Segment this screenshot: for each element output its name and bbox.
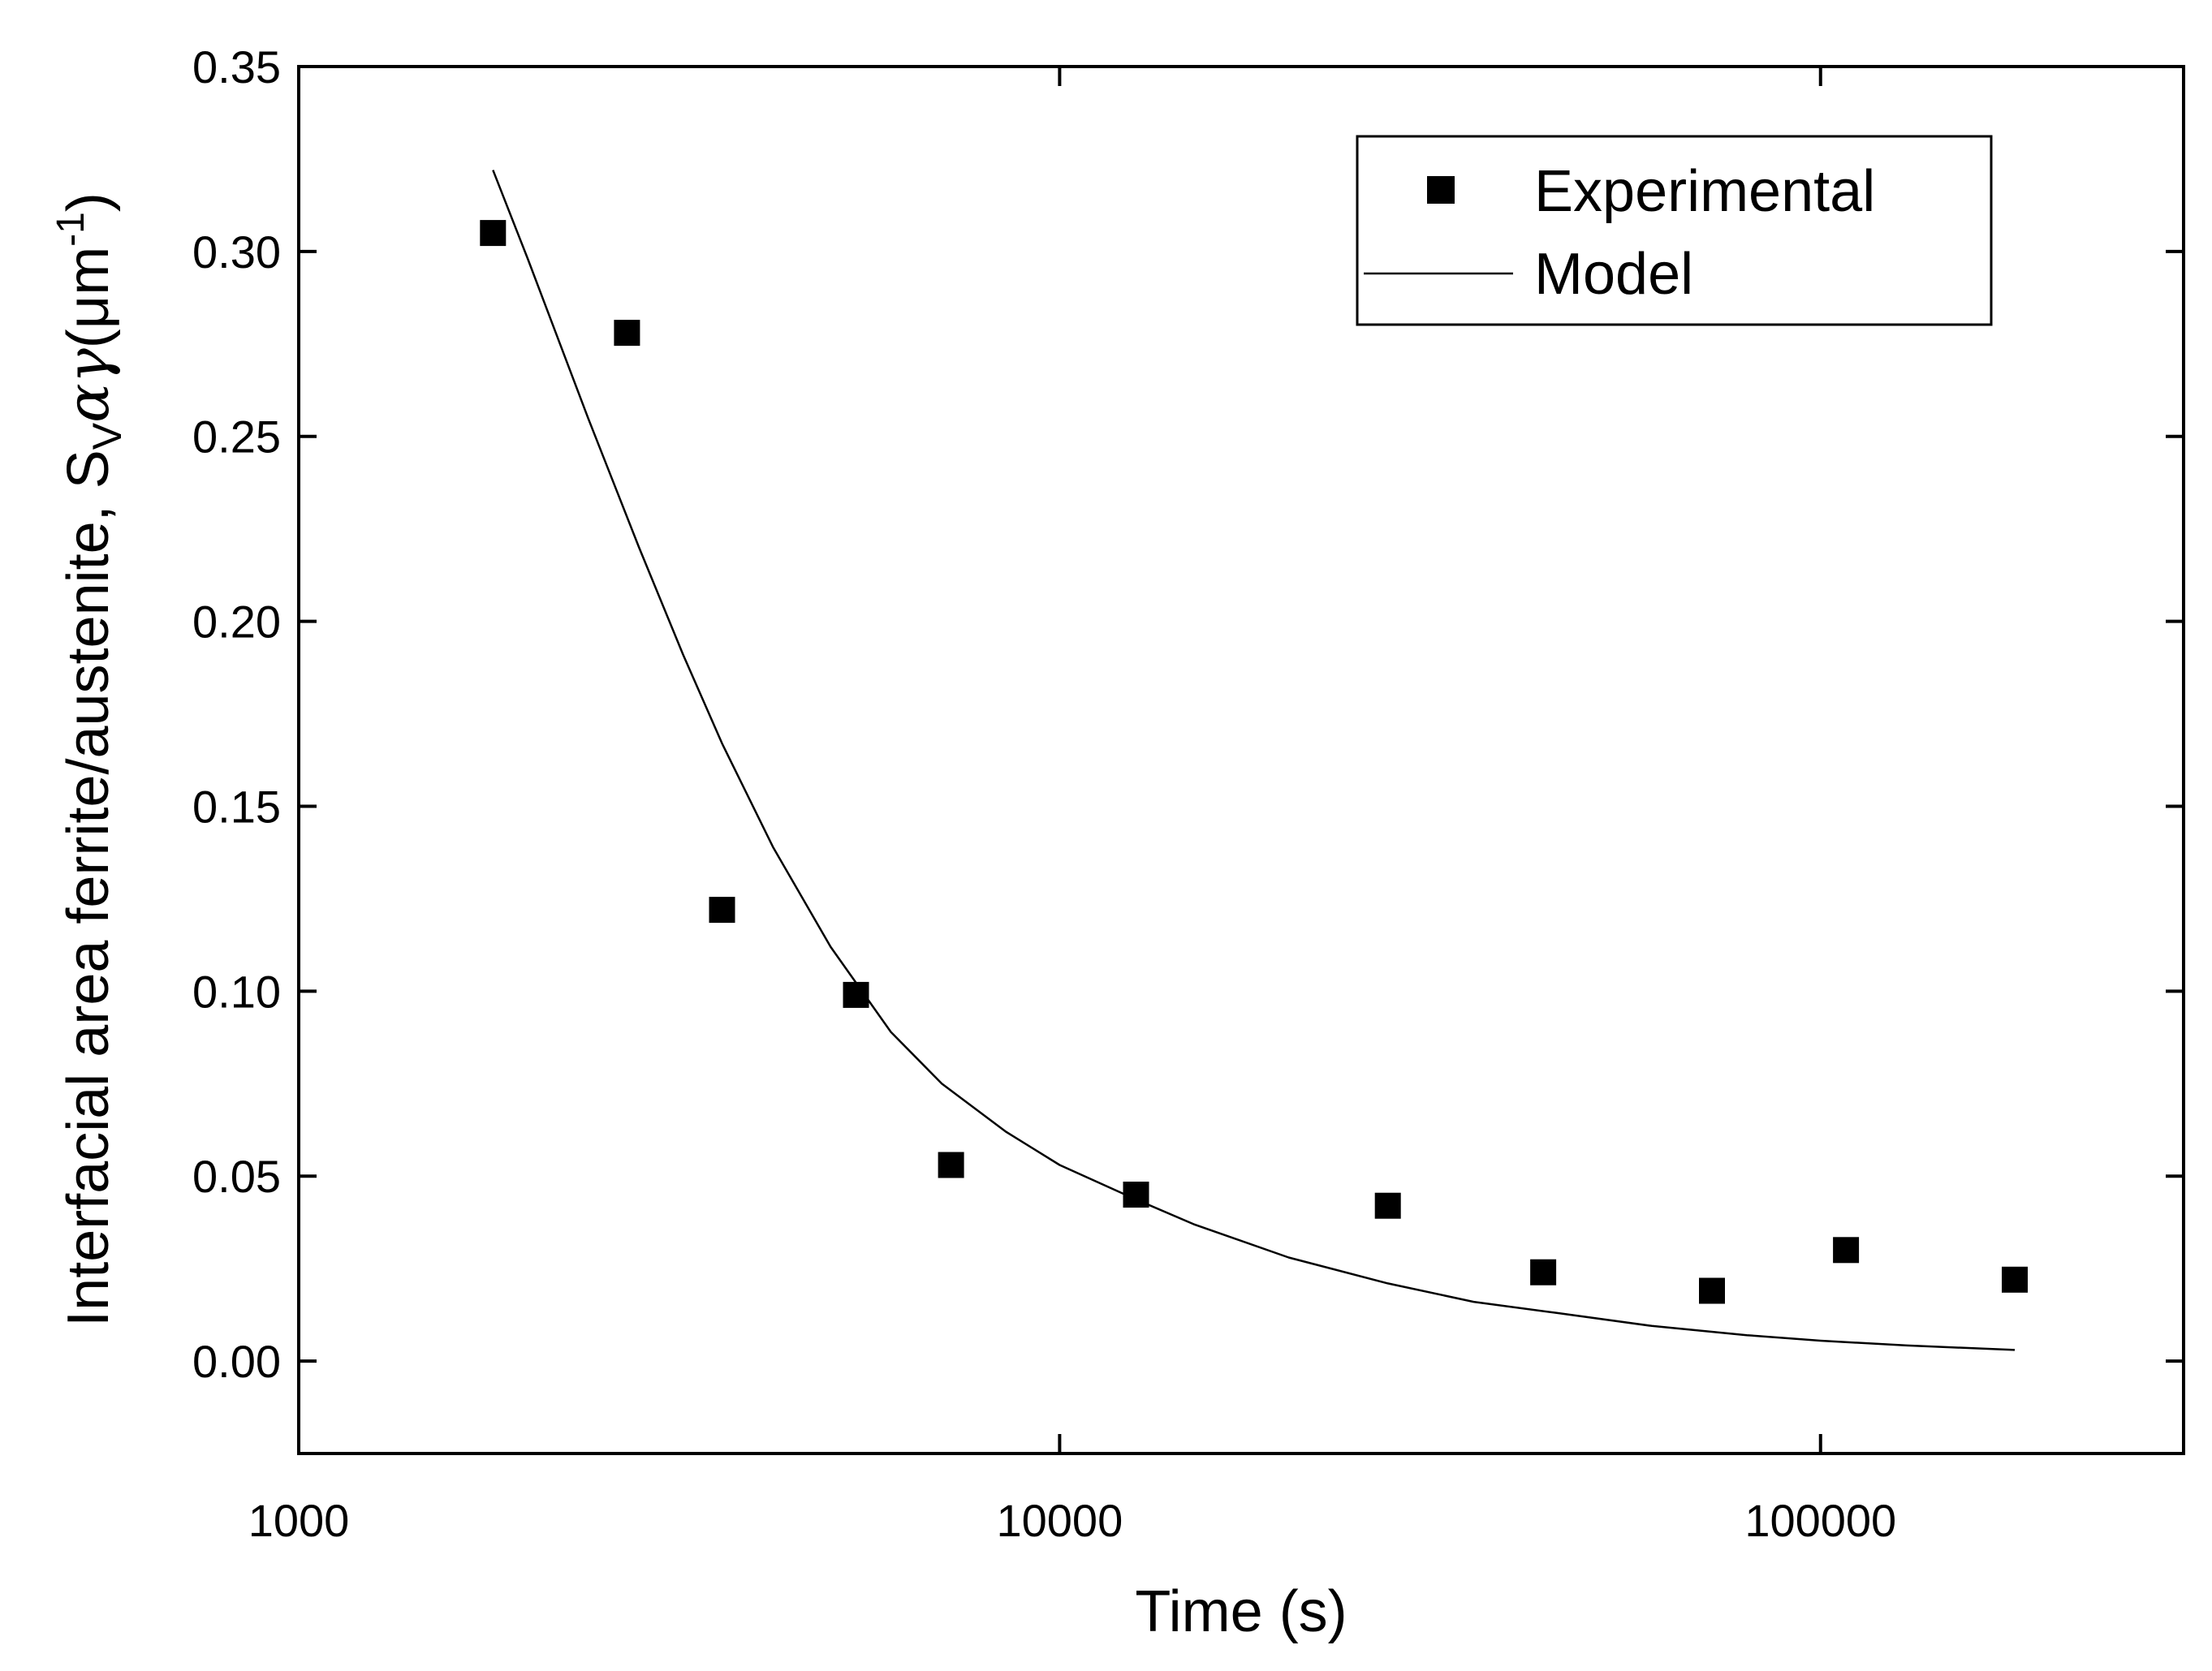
experimental-point xyxy=(843,981,869,1008)
y-axis-title-greek: αγ xyxy=(54,347,122,423)
y-tick-label: 0.10 xyxy=(192,966,281,1017)
experimental-point xyxy=(938,1152,964,1178)
legend-label-experimental: Experimental xyxy=(1534,159,1875,224)
experimental-point xyxy=(1530,1259,1557,1286)
y-tick-label: 0.35 xyxy=(192,41,281,93)
experimental-point xyxy=(1123,1182,1149,1208)
experimental-marker-layer xyxy=(480,220,2028,1304)
experimental-point xyxy=(614,320,640,347)
y-tick-label: 0.30 xyxy=(192,226,281,278)
legend-marker-experimental xyxy=(1427,176,1455,204)
y-tick-label: 0.15 xyxy=(192,781,281,832)
experimental-point xyxy=(1833,1237,1860,1264)
y-axis-title-unit-close: ) xyxy=(56,192,121,212)
y-tick-label: 0.05 xyxy=(192,1151,281,1202)
y-axis-title: Interfacial area ferrite/austenite, SVαγ… xyxy=(50,192,130,1327)
experimental-point xyxy=(1699,1277,1725,1304)
axes-layer: 0.00 0.05 0.10 0.15 0.20 0.25 0.30 0.35 1000 1000… xyxy=(192,41,2184,1546)
x-tick-label: 1000 xyxy=(248,1495,350,1546)
model-line-layer xyxy=(492,170,2016,1351)
y-axis-title-unit-exponent: -1 xyxy=(50,212,93,247)
legend-label-model: Model xyxy=(1534,242,1693,307)
experimental-point xyxy=(709,897,735,924)
y-axis-title-unit-open: (μm xyxy=(56,247,121,348)
y-axis-title-main: Interfacial area ferrite/austenite, S xyxy=(56,450,121,1327)
experimental-point xyxy=(1374,1192,1401,1219)
x-axis-title: Time (s) xyxy=(1135,1579,1347,1644)
model-line xyxy=(492,170,2016,1351)
experimental-point xyxy=(2002,1266,2028,1293)
x-tick-label: 100000 xyxy=(1744,1495,1896,1546)
y-tick-label: 0.25 xyxy=(192,411,281,463)
legend-box xyxy=(1356,135,1993,326)
plot-frame xyxy=(297,65,2185,1455)
y-tick-label: 0.20 xyxy=(192,596,281,648)
y-axis-title-subscript: V xyxy=(84,422,130,450)
experimental-point xyxy=(480,220,507,247)
legend: Experimental Model xyxy=(1356,135,1993,326)
x-tick-label: 10000 xyxy=(997,1495,1123,1546)
y-tick-label: 0.00 xyxy=(192,1336,281,1387)
